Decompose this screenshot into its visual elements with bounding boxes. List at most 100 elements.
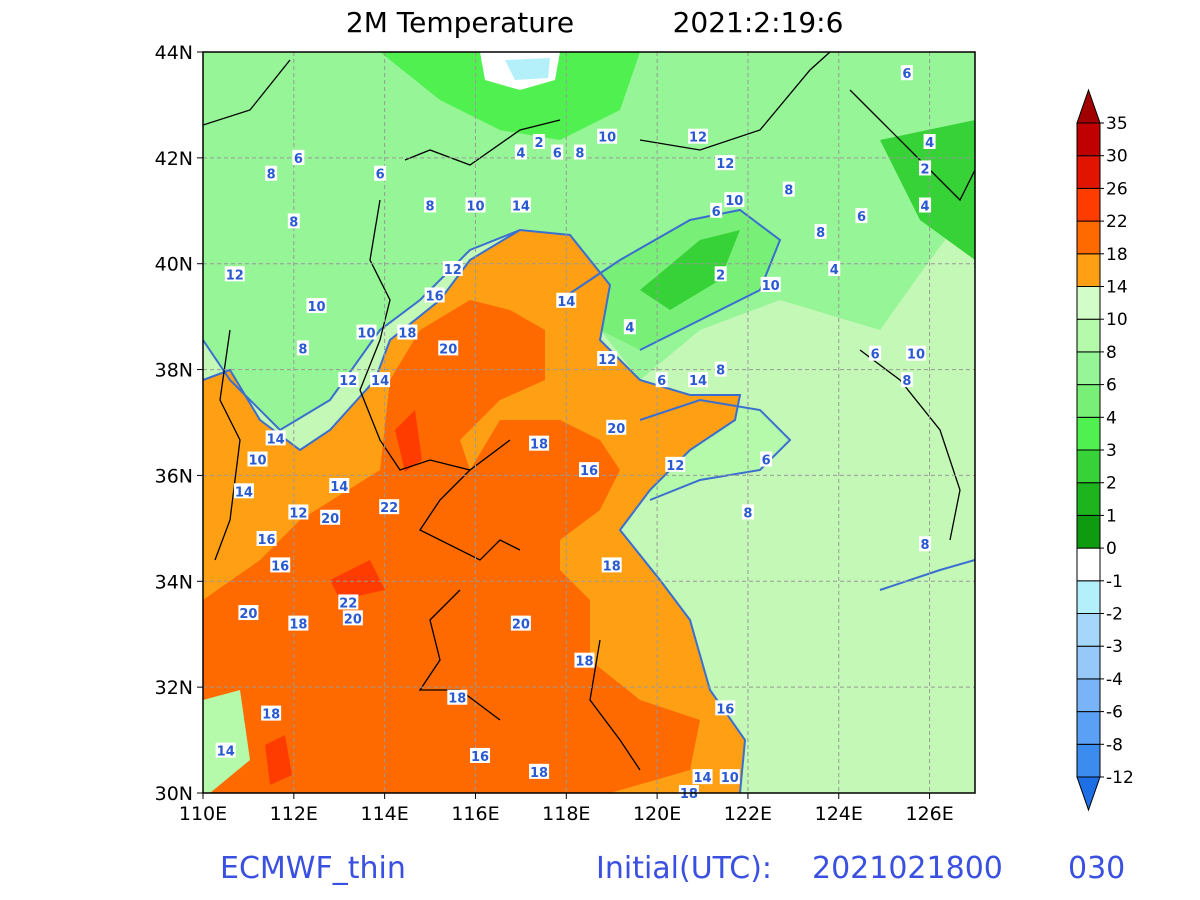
contour-label: 16 (580, 464, 598, 479)
contour-label: 8 (921, 538, 930, 553)
contour-label-box (224, 266, 245, 282)
contour-label-box (724, 192, 745, 208)
contour-label: 8 (743, 506, 752, 521)
contour-label-box (374, 165, 387, 181)
contour-label: 18 (289, 618, 307, 633)
contour-label-box (715, 700, 736, 716)
contour-label-box (606, 419, 627, 435)
contour-label-box (715, 155, 736, 171)
contour-label-box (760, 451, 773, 467)
field-22-26 (265, 735, 292, 785)
contour-label: 18 (398, 327, 416, 342)
contour-label: 8 (289, 215, 298, 230)
colorbar-label: 26 (1106, 179, 1128, 199)
y-tick-label: 42N (155, 148, 193, 170)
border (359, 199, 511, 471)
field-north (380, 52, 640, 140)
contour-label-box (828, 261, 841, 277)
contour-label-box (579, 462, 599, 478)
colorbar-label: 14 (1106, 278, 1128, 298)
colorbar-label: 4 (1106, 408, 1117, 428)
contour-label: 10 (907, 348, 925, 363)
contour-label-box (919, 197, 932, 213)
contour-label-box (356, 324, 377, 340)
contour-label: 10 (725, 194, 743, 209)
contour-label: 8 (784, 184, 793, 199)
contour-label: 14 (689, 374, 707, 389)
colorbar-label: -1 (1106, 572, 1123, 592)
contour-label-box (338, 372, 359, 388)
contour-label-box (287, 213, 300, 229)
contour-label-box (573, 144, 586, 160)
contour-label-box (447, 689, 468, 705)
contour-line (559, 208, 782, 351)
colorbar-label: -6 (1106, 703, 1123, 723)
contour-label-box (424, 287, 445, 303)
contour-label-box (470, 747, 491, 763)
contour-label-box (623, 319, 636, 335)
colorbar-band (1076, 645, 1101, 680)
colorbar-band (1076, 253, 1101, 288)
contour-label-box (900, 372, 913, 388)
contour-label-box (370, 372, 391, 388)
colorbar: -12 -8 -6 -4 -3 -2 -1 0 1 2 3 4 6 8 10 14 18 22 26 30 35 (1076, 88, 1134, 812)
colorbar-band (1076, 286, 1101, 320)
colorbar-label: 10 (1106, 310, 1128, 330)
contour-label: 6 (294, 152, 303, 167)
contour-label-box (714, 361, 727, 377)
contour-label-box (855, 208, 868, 224)
contour-label: 8 (902, 374, 911, 389)
colorbar-label: 1 (1106, 506, 1117, 526)
contour-label-box (601, 557, 622, 573)
x-tick-label: 122E (724, 803, 772, 825)
contour-line (879, 559, 975, 591)
y-tick-label: 32N (155, 677, 193, 699)
field-ne (880, 120, 975, 260)
colorbar-band (1076, 187, 1101, 222)
contour-label: 14 (693, 771, 711, 786)
contour-label-box (270, 557, 291, 573)
border (419, 469, 521, 561)
temperature-field (203, 52, 975, 793)
contour-label: 20 (607, 422, 625, 437)
colorbar-label: 6 (1106, 376, 1117, 396)
contour-label: 6 (712, 205, 721, 220)
contour-label-box (597, 128, 618, 144)
contour-label-box (292, 149, 305, 165)
contour-label: 14 (371, 374, 389, 389)
contour-label: 14 (217, 745, 235, 760)
contour-label-box (760, 276, 781, 292)
contour-label-box (397, 324, 418, 340)
contour-label-box (692, 769, 713, 785)
colorbar-band (1076, 318, 1101, 353)
contour-label: 14 (330, 480, 348, 495)
contour-label-box (597, 350, 618, 366)
colorbar-band (1076, 416, 1101, 451)
contour-label: 18 (530, 438, 548, 453)
contour-label-box (442, 261, 463, 277)
colorbar-label: 8 (1106, 343, 1117, 363)
y-tick-label: 44N (155, 42, 193, 64)
contour-label: 18 (448, 692, 466, 707)
contour-label: 18 (575, 655, 593, 670)
contour-label-box (338, 594, 359, 610)
y-tick-label: 34N (155, 571, 193, 593)
contour-label: 6 (857, 210, 866, 225)
colorbar-band (1076, 122, 1101, 157)
contour-label: 22 (380, 501, 398, 516)
colorbar-band (1076, 678, 1101, 713)
contour-label-box (514, 144, 527, 160)
contour-line (203, 228, 747, 793)
contour-label-box (510, 197, 531, 213)
colorbar-band (1076, 514, 1101, 549)
contour-label-box (714, 266, 727, 282)
contour-label-box (320, 509, 341, 525)
field-22-26 (330, 560, 385, 600)
colorbar-band (1076, 220, 1101, 255)
contour-label-box (905, 345, 926, 361)
contour-label-box (424, 197, 437, 213)
contour-label: 8 (426, 199, 435, 214)
contour-label: 16 (426, 289, 444, 304)
